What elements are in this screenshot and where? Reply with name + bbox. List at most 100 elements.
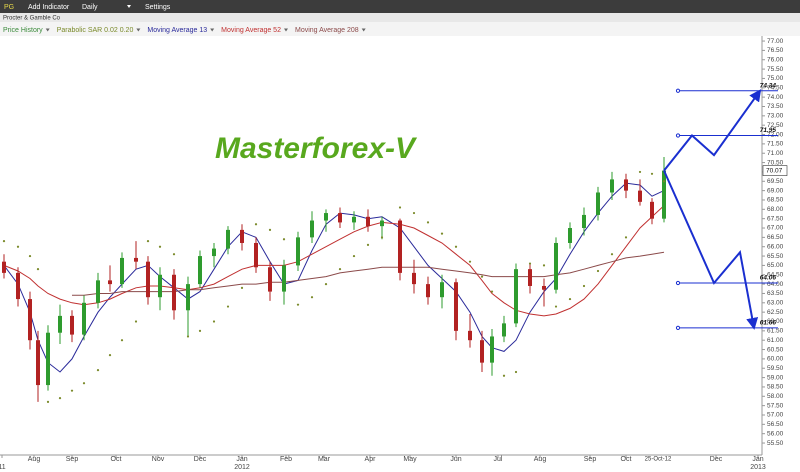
candle-body bbox=[324, 213, 328, 221]
candle-body bbox=[82, 302, 86, 335]
candle-body bbox=[268, 267, 272, 292]
y-tick-label: 60.50 bbox=[767, 346, 784, 353]
legend-arrow bbox=[210, 28, 215, 32]
sar-dot bbox=[440, 232, 444, 235]
y-tick-label: 72.00 bbox=[767, 131, 784, 138]
sar-dot bbox=[186, 335, 190, 338]
watermark: Masterforex-V bbox=[215, 132, 418, 165]
candle-body bbox=[596, 192, 600, 215]
candle-body bbox=[480, 340, 484, 363]
y-tick-label: 64.00 bbox=[767, 281, 784, 288]
y-tick-label: 74.50 bbox=[767, 85, 784, 92]
y-tick-label: 68.50 bbox=[767, 197, 784, 204]
candle-body bbox=[46, 332, 50, 386]
sar-dot bbox=[398, 206, 402, 209]
dropdown-arrow[interactable] bbox=[127, 5, 131, 8]
candle-body bbox=[282, 265, 286, 292]
y-tick-label: 61.50 bbox=[767, 328, 784, 335]
legend-entry: Parabolic SAR 0.02 0.20 bbox=[57, 27, 134, 34]
level-dot bbox=[675, 325, 681, 330]
x-tick-label: Jan bbox=[752, 456, 763, 463]
y-tick-label: 73.00 bbox=[767, 113, 784, 120]
x-tick-label: 11 bbox=[0, 464, 6, 471]
candle-body bbox=[146, 261, 150, 298]
sar-dot bbox=[528, 262, 532, 265]
candle-body bbox=[554, 242, 558, 290]
interval[interactable]: Daily bbox=[82, 4, 98, 11]
sar-dot bbox=[2, 240, 6, 243]
y-tick-label: 72.50 bbox=[767, 122, 784, 129]
y-tick-label: 58.50 bbox=[767, 384, 784, 391]
sar-dot bbox=[28, 254, 32, 258]
y-tick-label: 57.50 bbox=[767, 402, 784, 409]
y-tick-label: 76.50 bbox=[767, 47, 784, 54]
sar-dot bbox=[582, 284, 586, 288]
candle-body bbox=[186, 284, 190, 311]
x-tick-label: Aug bbox=[534, 456, 547, 463]
candle-body bbox=[338, 213, 342, 223]
candle-body bbox=[490, 336, 494, 363]
sar-dot bbox=[96, 369, 100, 372]
legend-arrow bbox=[361, 28, 366, 32]
y-tick-label: 74.00 bbox=[767, 94, 784, 101]
candle-body bbox=[134, 257, 138, 262]
level-label: 61.66 bbox=[760, 320, 777, 327]
x-tick-label: Aug bbox=[28, 456, 41, 463]
candle-body bbox=[542, 285, 546, 290]
sar-dot bbox=[324, 283, 328, 286]
settings[interactable]: Settings bbox=[145, 4, 171, 11]
x-tick-label: Jan bbox=[236, 456, 247, 463]
candle-body bbox=[528, 269, 532, 286]
sar-dot bbox=[212, 320, 216, 323]
sar-dot bbox=[146, 240, 150, 243]
sar-dot bbox=[426, 221, 430, 224]
company-bar bbox=[0, 13, 800, 22]
y-tick-label: 69.50 bbox=[767, 178, 784, 185]
candle-body bbox=[310, 220, 314, 238]
y-tick-label: 56.50 bbox=[767, 421, 784, 428]
cursor-label: 25-Oct-12 bbox=[645, 457, 672, 463]
candle-body bbox=[568, 228, 572, 243]
candle-body bbox=[16, 272, 20, 300]
candle-body bbox=[366, 216, 370, 227]
sar-dot bbox=[568, 297, 572, 301]
x-tick-label: Oct bbox=[111, 456, 122, 463]
x-tick-label: Sep bbox=[66, 456, 79, 463]
y-tick-label: 75.00 bbox=[767, 75, 784, 82]
sar-dot bbox=[70, 389, 74, 392]
x-tick-label: Jun bbox=[450, 456, 461, 463]
legend-bar bbox=[0, 22, 800, 36]
y-tick-label: 71.50 bbox=[767, 141, 784, 148]
candle-body bbox=[624, 179, 628, 191]
sar-dot bbox=[198, 329, 202, 332]
y-tick-label: 58.00 bbox=[767, 393, 784, 400]
sar-dot bbox=[82, 382, 86, 385]
x-tick-label: Feb bbox=[280, 456, 292, 463]
company-name: Procter & Gamble Co bbox=[3, 16, 61, 22]
sar-dot bbox=[650, 172, 654, 175]
y-tick-label: 75.50 bbox=[767, 66, 784, 73]
candle-body bbox=[2, 261, 6, 273]
sar-dot bbox=[490, 290, 494, 293]
sar-dot bbox=[16, 245, 20, 248]
y-tick-label: 59.00 bbox=[767, 374, 784, 381]
x-tick-label: Sep bbox=[584, 456, 597, 463]
y-tick-label: 77.00 bbox=[767, 38, 784, 45]
sar-dot bbox=[352, 254, 356, 258]
y-tick-label: 59.50 bbox=[767, 365, 784, 372]
candle-body bbox=[120, 257, 124, 285]
candle-body bbox=[108, 280, 112, 285]
sar-dot bbox=[282, 238, 286, 241]
sar-dot bbox=[120, 339, 124, 342]
moving-average bbox=[3, 205, 665, 317]
add-indicator[interactable]: Add Indicator bbox=[28, 4, 70, 11]
y-tick-label: 56.00 bbox=[767, 430, 784, 437]
y-tick-label: 73.50 bbox=[767, 103, 784, 110]
sar-dot bbox=[624, 236, 628, 239]
y-tick-label: 76.00 bbox=[767, 56, 784, 63]
y-tick-label: 65.00 bbox=[767, 262, 784, 269]
candle-body bbox=[502, 323, 506, 337]
forecast-arrow bbox=[663, 170, 759, 330]
symbol[interactable]: PG bbox=[4, 4, 14, 11]
